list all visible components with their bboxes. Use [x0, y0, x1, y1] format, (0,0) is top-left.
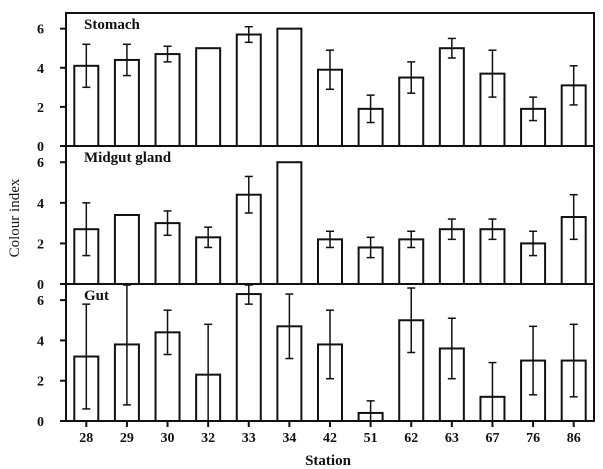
bar: [438, 47, 465, 148]
x-tick-label: 34: [282, 431, 296, 446]
bar: [195, 47, 222, 148]
y-tick-label: 6: [37, 156, 44, 171]
x-axis-title: Station: [305, 453, 352, 469]
y-tick-label: 2: [37, 237, 44, 252]
bar: [235, 33, 262, 147]
y-tick-label: 0: [37, 140, 44, 155]
y-tick-label: 2: [37, 375, 44, 390]
x-axis: 28 29 30 32 33 34 42 51 62 63 67 76 86: [79, 421, 581, 446]
panel-title: Stomach: [84, 17, 140, 33]
panels: Stomach 0 2 4 6 Midgut gland 0 2 4 6 Gut 0 2 4 6: [37, 12, 595, 430]
panel-title: Gut: [84, 288, 109, 304]
x-tick-label: 30: [161, 431, 175, 446]
y-tick-label: 6: [37, 23, 44, 38]
bar: [154, 53, 181, 147]
panel-0: Stomach 0 2 4 6: [37, 12, 595, 155]
x-tick-label: 29: [120, 431, 134, 446]
panel-1: Midgut gland 0 2 4 6: [37, 145, 595, 293]
bar: [276, 27, 303, 148]
x-tick-label: 86: [567, 431, 581, 446]
x-tick-label: 76: [526, 431, 540, 446]
panel-2: Gut 0 2 4 6: [37, 283, 595, 430]
bar: [235, 293, 262, 422]
y-tick-label: 4: [37, 334, 44, 349]
y-axis-title: Colour index: [7, 178, 23, 257]
x-tick-label: 51: [364, 431, 378, 446]
panel-title: Midgut gland: [84, 150, 172, 166]
x-tick-label: 33: [242, 431, 256, 446]
y-tick-label: 4: [37, 197, 44, 212]
bar: [276, 161, 303, 285]
bar: [113, 214, 140, 285]
y-tick-label: 0: [37, 415, 44, 430]
y-tick-label: 2: [37, 101, 44, 116]
x-tick-label: 28: [79, 431, 93, 446]
x-tick-label: 63: [445, 431, 459, 446]
x-tick-label: 62: [404, 431, 418, 446]
y-tick-label: 0: [37, 278, 44, 293]
y-tick-label: 6: [37, 294, 44, 309]
y-tick-label: 4: [37, 62, 44, 77]
x-tick-label: 32: [201, 431, 215, 446]
x-tick-label: 67: [485, 431, 499, 446]
x-tick-label: 42: [323, 431, 337, 446]
